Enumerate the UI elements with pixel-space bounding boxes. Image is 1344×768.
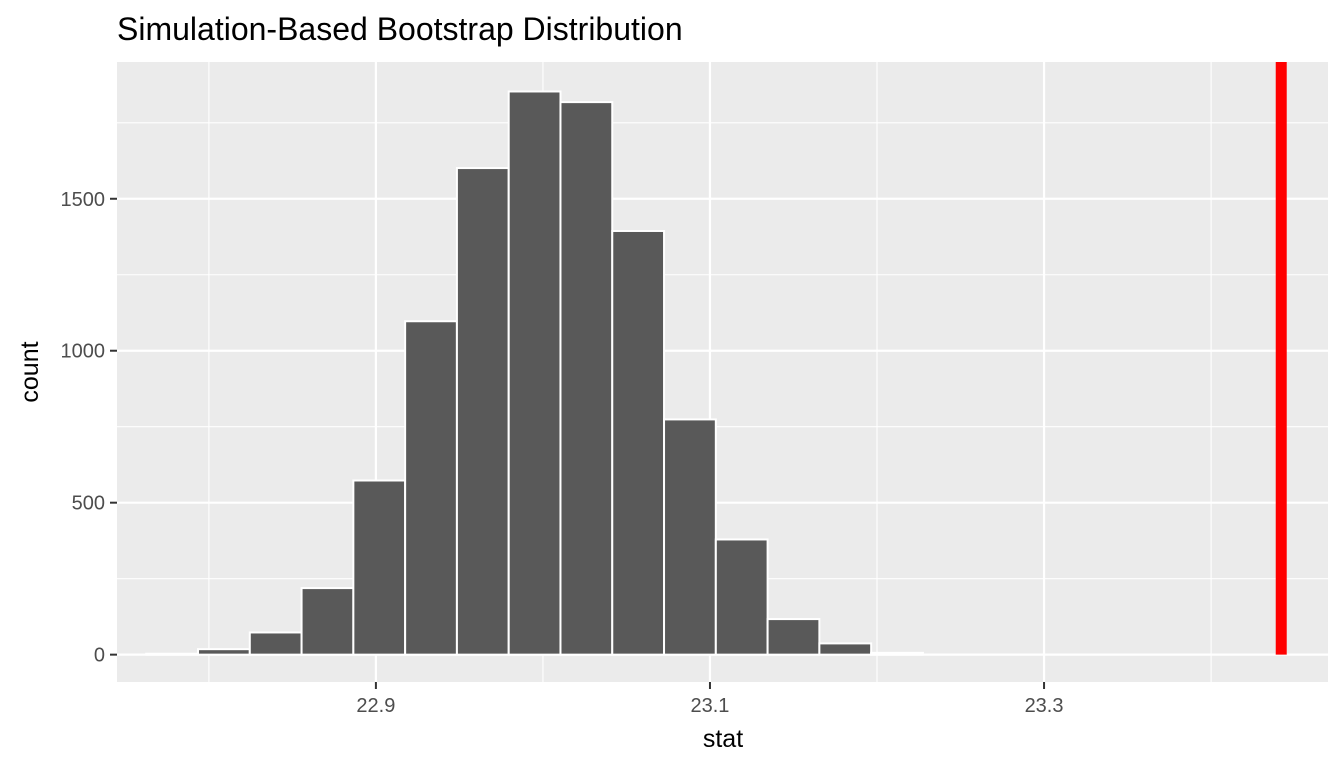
histogram-bar xyxy=(145,652,200,656)
x-tick-label: 22.9 xyxy=(356,695,395,717)
histogram-bar xyxy=(300,587,355,656)
x-tick-label: 23.1 xyxy=(691,695,730,717)
histogram-bar xyxy=(404,320,458,656)
x-axis: 22.9 23.1 23.3 xyxy=(356,682,1064,717)
y-tick-label: 1500 xyxy=(61,189,106,211)
chart-title: Simulation-Based Bootstrap Distribution xyxy=(117,11,683,47)
histogram-bar xyxy=(870,651,924,656)
histogram-bar xyxy=(455,167,510,656)
y-tick-label: 1000 xyxy=(61,341,106,363)
histogram-bar xyxy=(663,418,717,656)
histogram-bars xyxy=(145,90,924,656)
histogram-bar xyxy=(248,631,303,656)
y-axis: 0 500 1000 1500 xyxy=(61,189,117,667)
x-axis-title: stat xyxy=(703,725,743,753)
histogram-bar xyxy=(766,618,821,656)
histogram-bar xyxy=(818,642,873,656)
y-tick-label: 500 xyxy=(72,493,105,515)
y-axis-title: count xyxy=(16,341,44,402)
y-tick-label: 0 xyxy=(94,645,105,667)
histogram-bar xyxy=(611,229,666,656)
histogram-bar xyxy=(714,538,769,656)
histogram-bar xyxy=(559,101,614,656)
histogram-bar xyxy=(197,648,251,656)
histogram-bar xyxy=(507,90,562,656)
histogram-bar xyxy=(352,479,407,656)
x-tick-label: 23.3 xyxy=(1025,695,1064,717)
